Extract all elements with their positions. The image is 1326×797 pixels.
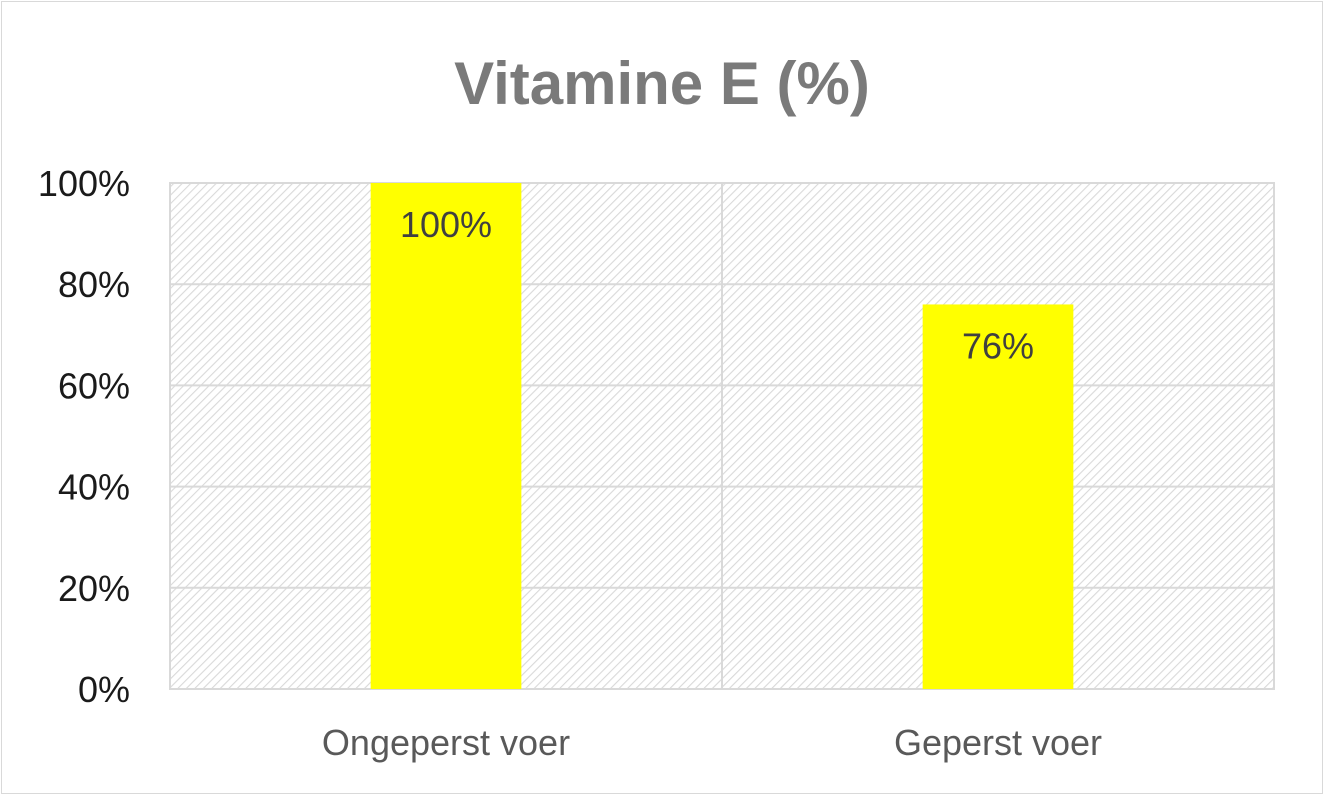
bar xyxy=(370,183,522,689)
y-tick-label: 60% xyxy=(58,365,130,406)
x-category-label: Geperst voer xyxy=(894,722,1102,763)
y-axis-tick-labels: 0% 20% 40% 60% 80% 100% xyxy=(38,163,130,710)
bar-data-label: 76% xyxy=(962,325,1034,366)
x-category-label: Ongeperst voer xyxy=(322,722,570,763)
y-tick-label: 40% xyxy=(58,467,130,508)
y-tick-label: 0% xyxy=(78,669,130,710)
gridlines xyxy=(169,182,1275,690)
bar-data-label: 100% xyxy=(400,204,492,245)
y-tick-label: 20% xyxy=(58,568,130,609)
chart-title: Vitamine E (%) xyxy=(454,50,870,117)
y-tick-label: 80% xyxy=(58,264,130,305)
bar xyxy=(922,304,1074,689)
data-labels: 100% 76% xyxy=(400,204,1034,366)
x-axis-category-labels: Ongeperst voer Geperst voer xyxy=(322,722,1102,763)
y-tick-label: 100% xyxy=(38,163,130,204)
bar-series xyxy=(370,183,1074,689)
